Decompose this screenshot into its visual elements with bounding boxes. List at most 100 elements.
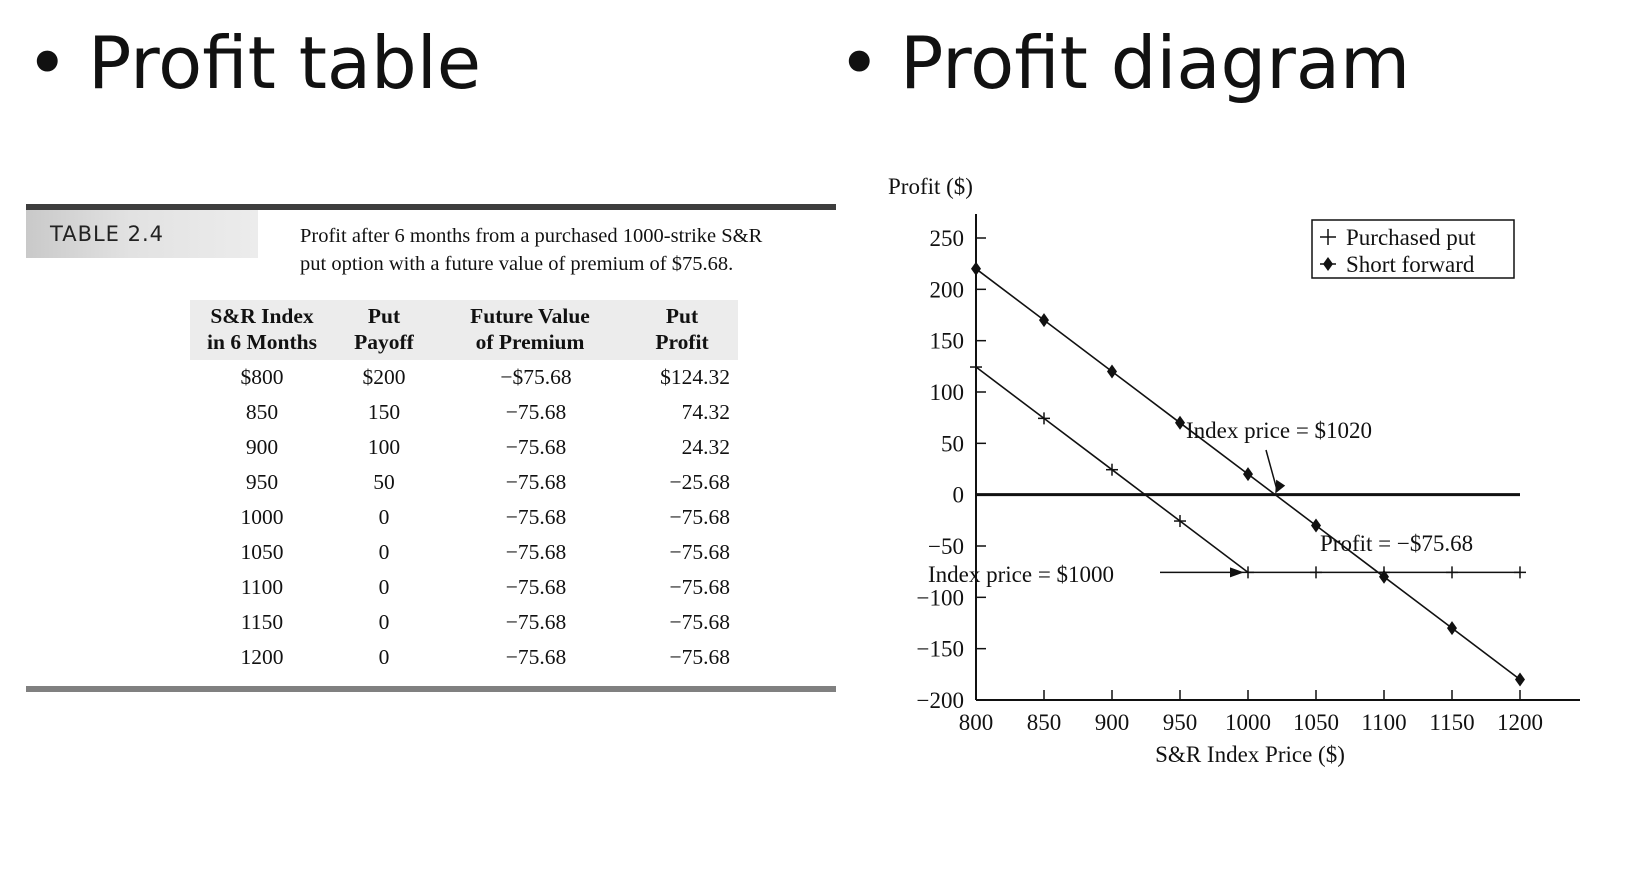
y-tick-label: −100 — [917, 585, 964, 610]
chart-markers — [970, 261, 1526, 687]
column-header-profit: Put Profit — [626, 300, 738, 360]
table-cell: 0 — [378, 645, 390, 669]
table-cell: −75.68 — [669, 645, 730, 669]
y-tick-label: −200 — [917, 688, 964, 713]
table-cell: −75.68 — [505, 645, 567, 669]
y-tick-label: 200 — [930, 277, 965, 302]
forward-point-marker — [1243, 467, 1253, 482]
x-tick-label: 850 — [1027, 710, 1062, 735]
chart-annotations: Index price = $1020 Index price = $1000 Pr… — [928, 418, 1473, 587]
table-bottom-rule — [26, 686, 836, 692]
put-point-marker — [1514, 566, 1526, 579]
x-tick-label: 950 — [1163, 710, 1198, 735]
column-header-index: S&R Index in 6 Months — [190, 300, 334, 360]
table-row: 850 150 −75.68 74.32 — [190, 395, 738, 430]
table-cell: 100 — [367, 435, 401, 459]
profit-table-heading-text: Profit table — [88, 21, 482, 105]
table-cell: −75.68 — [505, 505, 567, 529]
table-row: 1100 0 −75.68 −75.68 — [190, 570, 738, 605]
table-cell: 150 — [367, 400, 401, 424]
y-tick-label: −50 — [928, 534, 964, 559]
table-body: $800 $200 −$75.68 $124.32 850 150 −75.68 74.32 9… — [190, 360, 738, 675]
arrow-head-icon — [1230, 567, 1244, 578]
table-row: $800 $200 −$75.68 $124.32 — [190, 360, 738, 395]
table-caption-line: put option with a future value of premiu… — [300, 253, 734, 275]
column-header-premium: Future Value of Premium — [434, 300, 626, 360]
put-point-marker — [1310, 566, 1322, 579]
x-tick-label: 1050 — [1293, 710, 1339, 735]
table-row: 1000 0 −75.68 −75.68 — [190, 500, 738, 535]
table-cell: $200 — [362, 365, 406, 389]
table-top-rule — [26, 204, 836, 210]
forward-point-marker — [1039, 313, 1049, 328]
bullet-icon: • — [26, 21, 69, 105]
profit-diagram-heading: • Profit diagram — [838, 18, 1410, 108]
annotation-index-1020: Index price = $1020 — [1186, 418, 1372, 443]
table-cell: −75.68 — [669, 540, 730, 564]
column-header-line: Future Value — [470, 304, 590, 328]
table-cell: −75.68 — [669, 610, 730, 634]
table-cell: 850 — [245, 400, 279, 424]
annotation-index-1000: Index price = $1000 — [928, 562, 1114, 587]
table-cell: −75.68 — [505, 610, 567, 634]
table-cell: −75.68 — [505, 540, 567, 564]
annotation-arrow — [1265, 449, 1278, 491]
arrow-head-icon — [1275, 479, 1286, 494]
table-row: 1200 0 −75.68 −75.68 — [190, 640, 738, 675]
column-header-line: Put — [367, 304, 401, 328]
legend-box — [1311, 219, 1515, 279]
table-caption: Profit after 6 months from a purchased 1… — [300, 222, 830, 278]
forward-point-marker — [1379, 569, 1389, 584]
put-point-marker — [1446, 566, 1458, 579]
table-cell: −75.68 — [505, 575, 567, 599]
table-row: 1150 0 −75.68 −75.68 — [190, 605, 738, 640]
legend-label-short-forward: Short forward — [1346, 252, 1475, 277]
table-number-label: TABLE 2.4 — [26, 210, 258, 258]
y-axis-label: Profit ($) — [888, 174, 973, 199]
bullet-icon: • — [838, 21, 881, 105]
table-cell: 0 — [378, 575, 390, 599]
table-row: 900 100 −75.68 24.32 — [190, 430, 738, 465]
table-cell: −75.68 — [505, 470, 567, 494]
table-cell: 1200 — [240, 645, 284, 669]
x-axis-label: S&R Index Price ($) — [1155, 742, 1345, 767]
table-cell: −75.68 — [669, 505, 730, 529]
table-cell: 1050 — [240, 540, 284, 564]
x-tick-label: 1150 — [1429, 710, 1474, 735]
table-cell: 1150 — [240, 610, 284, 634]
table-cell: 24.32 — [681, 435, 730, 459]
forward-point-marker — [1175, 415, 1185, 430]
table-cell: −75.68 — [669, 575, 730, 599]
table-cell: 1000 — [240, 505, 284, 529]
table-cell: −$75.68 — [500, 365, 572, 389]
y-tick-label: 150 — [930, 329, 965, 354]
column-header-line: Profit — [655, 330, 709, 354]
annotation-profit-line: Profit = −$75.68 — [1320, 531, 1473, 556]
table-cell: $124.32 — [660, 365, 730, 389]
table-cell: $800 — [240, 365, 284, 389]
table-cell: −25.68 — [669, 470, 730, 494]
forward-point-marker — [1107, 364, 1117, 379]
profit-table-heading: • Profit table — [26, 18, 481, 108]
profit-table: S&R Index in 6 Months Put Payoff Future Va… — [190, 300, 738, 675]
column-header-line: Payoff — [354, 330, 414, 354]
table-caption-line: Profit after 6 months from a purchased 1… — [300, 225, 763, 247]
y-tick-label: 250 — [930, 226, 965, 251]
table-cell: 900 — [245, 435, 279, 459]
table-header-row: S&R Index in 6 Months Put Payoff Future Va… — [190, 300, 738, 360]
table-cell: −75.68 — [505, 435, 567, 459]
legend-label-purchased-put: Purchased put — [1346, 225, 1476, 250]
column-header-line: in 6 Months — [207, 330, 317, 354]
table-cell: 0 — [378, 505, 390, 529]
x-tick-label: 1200 — [1497, 710, 1543, 735]
y-tick-label: 0 — [953, 483, 965, 508]
forward-point-marker — [971, 261, 981, 276]
column-header-payoff: Put Payoff — [334, 300, 434, 360]
x-tick-label: 1100 — [1361, 710, 1406, 735]
forward-point-marker — [1447, 621, 1457, 636]
x-tick-label: 1000 — [1225, 710, 1271, 735]
y-tick-label: 50 — [941, 431, 964, 456]
